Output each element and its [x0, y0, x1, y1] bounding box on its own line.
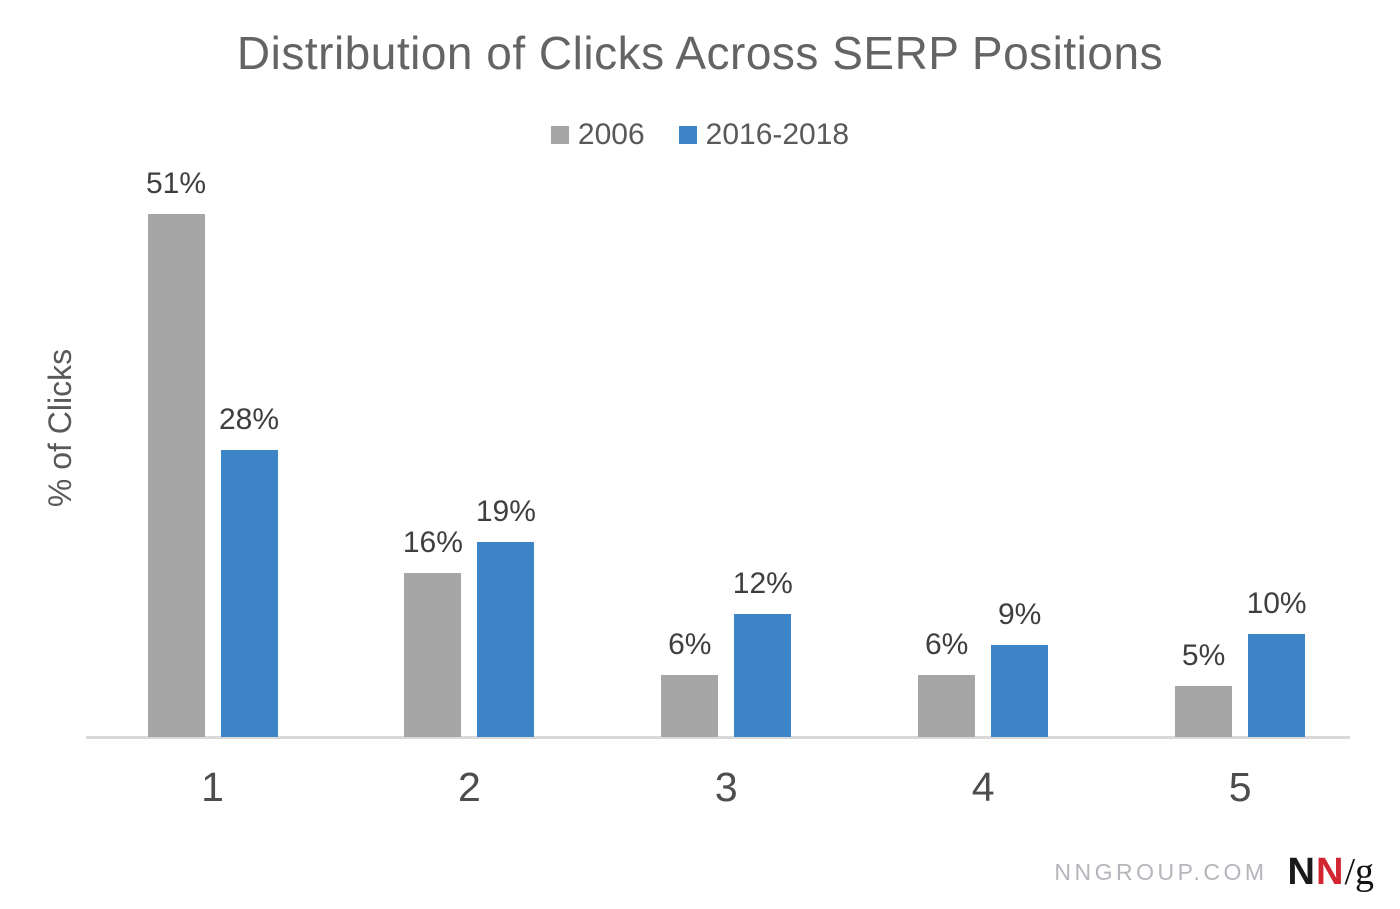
legend-item-2006: 2006: [550, 118, 645, 152]
legend-label-2006: 2006: [577, 118, 645, 151]
bar-2006-pos2: [404, 573, 462, 737]
y-axis-label: % of Clicks: [42, 348, 78, 508]
footer-site-text: NNGROUP.COM: [1054, 858, 1268, 885]
bar-2006-pos3: [661, 675, 719, 737]
legend-swatch-blue: [678, 126, 697, 144]
bar-2006-pos5: [1175, 686, 1233, 737]
value-label-2006-pos4: 6%: [925, 628, 969, 661]
nng-logo: N N /g: [1288, 853, 1374, 891]
value-label-2006-pos2: 16%: [402, 526, 463, 559]
bar-2016-2018-pos1: [220, 450, 278, 737]
value-label-2016-2018-pos2: 19%: [475, 495, 536, 528]
bar-2006-pos1: [147, 214, 205, 737]
value-label-2016-2018-pos1: 28%: [218, 403, 280, 436]
legend-swatch-gray: [550, 126, 569, 144]
chart-legend: 2006 2016-2018: [0, 118, 1400, 152]
nng-logo-n2: N: [1315, 851, 1345, 893]
value-label-2006-pos1: 51%: [145, 167, 207, 200]
x-axis-line: [86, 736, 1350, 739]
bar-2016-2018-pos5: [1248, 634, 1306, 737]
nng-logo-slash-g: /g: [1344, 851, 1374, 893]
x-tick-label-1: 1: [201, 764, 224, 810]
x-tick-label-5: 5: [1228, 764, 1252, 810]
nng-logo-n1: N: [1287, 851, 1316, 893]
x-tick-label-3: 3: [714, 764, 738, 810]
bar-2016-2018-pos2: [477, 542, 535, 737]
bar-2016-2018-pos3: [734, 614, 792, 737]
value-label-2016-2018-pos3: 12%: [732, 567, 793, 600]
footer: NNGROUP.COM N N /g: [1054, 853, 1374, 891]
chart-title: Distribution of Clicks Across SERP Posit…: [236, 27, 1164, 79]
bar-2016-2018-pos4: [991, 645, 1049, 737]
value-label-2006-pos3: 6%: [668, 628, 712, 661]
value-label-2006-pos5: 5%: [1181, 639, 1226, 672]
x-tick-label-2: 2: [457, 764, 481, 810]
legend-label-2016-2018: 2016-2018: [705, 118, 850, 151]
x-tick-label-4: 4: [971, 764, 995, 810]
value-label-2016-2018-pos5: 10%: [1246, 587, 1307, 620]
value-label-2016-2018-pos4: 9%: [998, 598, 1042, 631]
legend-item-2016-2018: 2016-2018: [678, 118, 850, 152]
bar-2006-pos4: [918, 675, 976, 737]
